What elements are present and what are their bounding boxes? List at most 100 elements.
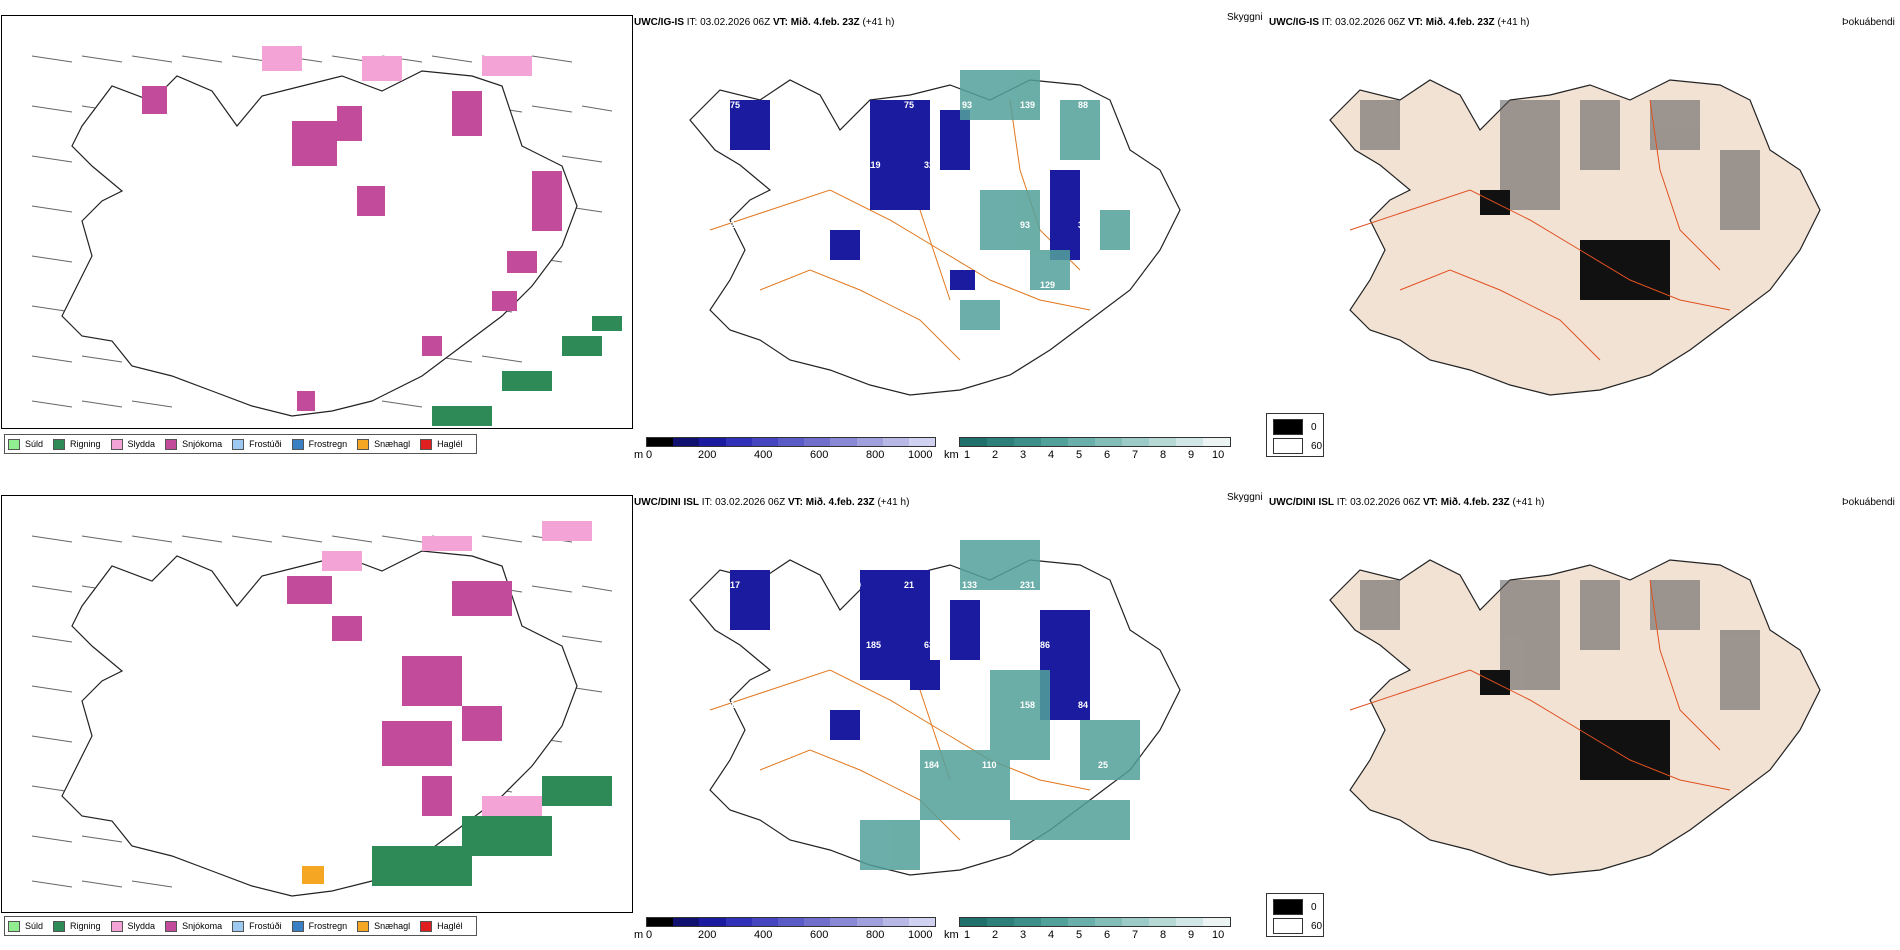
visibility-value-label: 57 bbox=[750, 160, 761, 170]
iceland-map bbox=[31, 521, 613, 897]
legend-item: Súld bbox=[8, 438, 43, 450]
colorbar-distance-km bbox=[959, 917, 1231, 927]
valid-label: VT: bbox=[787, 497, 803, 508]
visibility-value-label: 82 bbox=[1098, 640, 1109, 650]
colorbar-height-m bbox=[646, 437, 936, 447]
legend-item: Frostregn bbox=[291, 438, 347, 450]
valid-time: Mið. 4.feb. 23Z bbox=[790, 17, 860, 28]
visibility-value-label: 106 bbox=[866, 280, 882, 290]
visibility-value-label: 63 bbox=[924, 640, 935, 650]
panel-header: UWC/IG-IS IT: 03.02.2026 06Z VT: Mið. 4.… bbox=[634, 17, 894, 28]
legend-item: Snjókoma bbox=[165, 920, 222, 932]
legend-item: Súld bbox=[8, 920, 43, 932]
init-time: IT: 03.02.2026 06Z bbox=[1336, 497, 1421, 508]
visibility-value-label: 88 bbox=[1078, 100, 1089, 110]
visibility-value-label: 75 bbox=[904, 100, 915, 110]
visibility-value-label: 60 bbox=[982, 640, 993, 650]
visibility-value-label: 133 bbox=[730, 820, 746, 830]
fog-legend: 0 60 bbox=[1266, 413, 1324, 457]
visibility-value-label: 76 bbox=[1098, 280, 1109, 290]
visibility-value-label: 17 bbox=[730, 580, 741, 590]
panel-header: UWC/DINI ISL IT: 03.02.2026 06Z VT: Mið.… bbox=[1269, 497, 1544, 508]
legend-item: Snæhagl bbox=[357, 438, 410, 450]
legend-item: Frostregn bbox=[291, 920, 347, 932]
visibility-value-label: 61 bbox=[846, 700, 857, 710]
legend-item: Slydda bbox=[110, 438, 155, 450]
lead-time: (+41 h) bbox=[877, 497, 910, 508]
visibility-value-label: 102 bbox=[962, 700, 978, 710]
visibility-value-label: 188 bbox=[904, 700, 920, 710]
precip-legend: Súld Rigning Slydda Snjókoma Frostúði Fr… bbox=[4, 434, 477, 454]
unit-label: km bbox=[944, 449, 959, 461]
unit-label: m bbox=[634, 449, 644, 461]
legend-item: Frostúði bbox=[232, 438, 282, 450]
visibility-value-label: 10 bbox=[1040, 160, 1051, 170]
visibility-value-label: 25 bbox=[924, 280, 935, 290]
visibility-value-label: 21 bbox=[904, 580, 915, 590]
unit-label: m bbox=[634, 929, 644, 941]
model-name: UWC/IG-IS bbox=[1269, 17, 1319, 28]
lead-time: (+41 h) bbox=[1512, 497, 1545, 508]
visibility-value-label: 136 bbox=[788, 220, 804, 230]
colorbar-m-ticks: m 0 200 400 600 800 1000 bbox=[634, 929, 933, 941]
legend-item: Rigning bbox=[53, 920, 101, 932]
panel-header: UWC/DINI ISL IT: 03.02.2026 06Z VT: Mið.… bbox=[634, 497, 909, 508]
visibility-value-label: 203 bbox=[730, 220, 746, 230]
visibility-value-label: 132 bbox=[788, 700, 804, 710]
visibility-value-label: 82 bbox=[962, 220, 973, 230]
lead-time: (+41 h) bbox=[862, 17, 895, 28]
visibility-value-label: 81 bbox=[750, 280, 761, 290]
colorbar-height-m bbox=[646, 917, 936, 927]
valid-time: Mið. 4.feb. 23Z bbox=[805, 497, 875, 508]
visibility-value-label: 385 bbox=[750, 760, 766, 770]
visibility-value-label: 25 bbox=[1098, 760, 1109, 770]
visibility-value-label: 185 bbox=[866, 640, 882, 650]
visibility-value-label: 119 bbox=[866, 160, 881, 170]
visibility-value-label: 119 bbox=[730, 700, 745, 710]
init-time: IT: 03.02.2026 06Z bbox=[686, 17, 771, 28]
legend-item: Snjókoma bbox=[165, 438, 222, 450]
visibility-value-label: 77 bbox=[808, 760, 819, 770]
init-time: IT: 03.02.2026 06Z bbox=[701, 497, 786, 508]
visibility-value-label: 137 bbox=[808, 280, 824, 290]
visibility-value-label: 206 bbox=[1078, 580, 1094, 590]
visibility-value-label: 75 bbox=[730, 100, 741, 110]
legend-item: Haglél bbox=[420, 920, 463, 932]
visibility-value-label: 133 bbox=[962, 580, 978, 590]
visibility-value-label: 74 bbox=[788, 580, 799, 590]
legend-item: Snæhagl bbox=[357, 920, 410, 932]
model-name: UWC/DINI ISL bbox=[634, 497, 699, 508]
fog-map bbox=[1329, 79, 1821, 396]
valid-time: Mið. 4.feb. 23Z bbox=[1425, 17, 1495, 28]
valid-time: Mið. 4.feb. 23Z bbox=[1440, 497, 1510, 508]
valid-label: VT: bbox=[772, 17, 788, 28]
visibility-value-label: 195 bbox=[1040, 760, 1056, 770]
visibility-value-label: 184 bbox=[924, 760, 940, 770]
valid-label: VT: bbox=[1407, 17, 1423, 28]
visibility-value-label: 82 bbox=[808, 160, 819, 170]
visibility-value-label: 192 bbox=[982, 160, 998, 170]
model-name: UWC/DINI ISL bbox=[1269, 497, 1334, 508]
visibility-value-label: 93 bbox=[962, 100, 973, 110]
visibility-value-label: 181 bbox=[808, 640, 824, 650]
visibility-value-label: 337 bbox=[1078, 220, 1094, 230]
product-title: Skyggni bbox=[1227, 12, 1263, 23]
legend-item: Rigning bbox=[53, 438, 101, 450]
visibility-value-label: 110 bbox=[982, 760, 997, 770]
map-frame bbox=[1, 495, 633, 913]
iceland-map bbox=[31, 46, 622, 426]
legend-item: Haglél bbox=[420, 438, 463, 450]
visibility-value-label: 73 bbox=[846, 220, 857, 230]
lead-time: (+41 h) bbox=[1497, 17, 1530, 28]
model-name: UWC/IG-IS bbox=[634, 17, 684, 28]
visibility-value-label: 59 bbox=[846, 100, 857, 110]
visibility-value-label: 100 bbox=[846, 580, 862, 590]
legend-item: Slydda bbox=[110, 920, 155, 932]
init-time: IT: 03.02.2026 06Z bbox=[1321, 17, 1406, 28]
fog-legend: 0 60 bbox=[1266, 893, 1324, 937]
colorbar-km-ticks: km 1 2 3 4 5 6 7 8 9 10 bbox=[944, 929, 1225, 941]
unit-label: km bbox=[944, 929, 959, 941]
visibility-value-label: 300 bbox=[750, 640, 766, 650]
visibility-value-label: 139 bbox=[1020, 100, 1036, 110]
visibility-value-label: 16 bbox=[982, 280, 993, 290]
